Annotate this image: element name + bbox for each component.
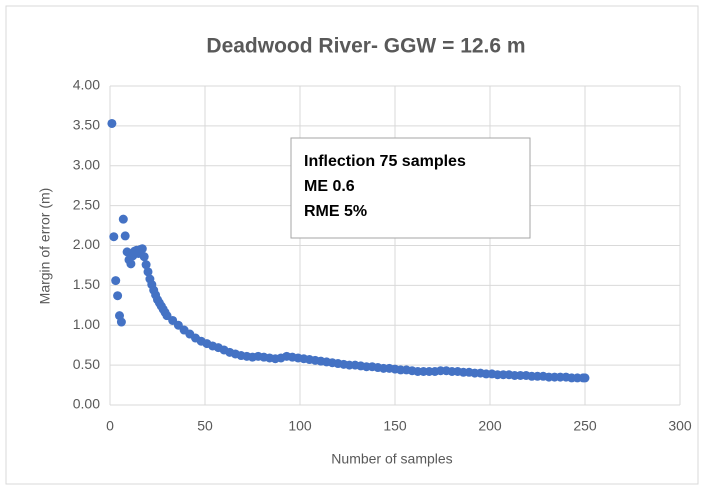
x-tick-label: 50 xyxy=(197,418,213,434)
point xyxy=(107,118,117,128)
x-tick-label: 200 xyxy=(478,418,502,434)
point xyxy=(116,317,126,327)
point xyxy=(126,259,136,269)
y-tick-label: 2.50 xyxy=(73,196,100,212)
chart-title: Deadwood River- GGW = 12.6 m xyxy=(206,35,525,58)
y-tick-label: 3.00 xyxy=(73,156,100,172)
point xyxy=(109,232,119,242)
point xyxy=(111,276,121,286)
y-tick-label: 0.00 xyxy=(73,396,100,412)
x-tick-label: 0 xyxy=(106,418,114,434)
point xyxy=(580,373,590,383)
y-tick-label: 1.00 xyxy=(73,316,100,332)
point xyxy=(143,267,153,277)
annotation-line: ME 0.6 xyxy=(304,178,355,195)
annotation-line: Inflection 75 samples xyxy=(304,153,466,170)
annotation: Inflection 75 samples ME 0.6 RME 5% xyxy=(290,137,531,239)
y-tick-label: 2.00 xyxy=(73,236,100,252)
y-axis-label: Margin of error (m) xyxy=(37,188,53,305)
x-tick-label: 150 xyxy=(383,418,407,434)
x-axis-label: Number of samples xyxy=(331,451,452,467)
annotation-box xyxy=(290,137,531,239)
marks xyxy=(107,118,590,383)
point xyxy=(139,252,149,262)
point xyxy=(118,214,128,224)
y-tick-label: 3.50 xyxy=(73,117,100,133)
x-tick-label: 250 xyxy=(573,418,597,434)
x-tick-label: 100 xyxy=(288,418,312,434)
y-tick-label: 0.50 xyxy=(73,356,100,372)
annotation-line: RME 5% xyxy=(304,203,367,220)
x-tick-label: 300 xyxy=(668,418,692,434)
point xyxy=(137,244,147,254)
y-tick-label: 1.50 xyxy=(73,276,100,292)
grid: 0.00 0.50 1.00 1.50 2.00 2.50 3.00 3.50 4.00 0 50 1… xyxy=(73,77,692,434)
y-tick-label: 4.00 xyxy=(73,77,100,93)
point xyxy=(113,291,123,301)
point xyxy=(141,260,151,270)
point xyxy=(120,231,130,241)
